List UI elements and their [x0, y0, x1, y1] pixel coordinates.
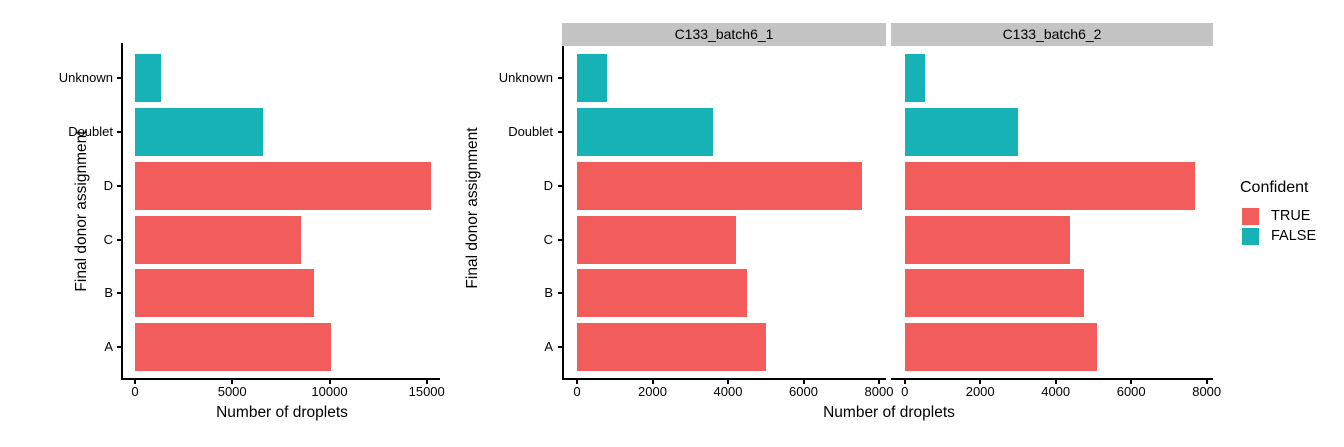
x-tick-mark [134, 380, 136, 384]
y-tick-label-b: B [104, 285, 113, 300]
y-tick-label-c: C [543, 231, 553, 247]
y-tick-mark [117, 292, 121, 294]
y-tick-mark [558, 238, 562, 241]
bar-d [135, 162, 431, 210]
bar-doublet [135, 108, 264, 156]
y-tick-label-a: A [544, 338, 553, 354]
bar-a [135, 322, 332, 371]
y-axis-title-combined: Final donor assignment [73, 130, 90, 292]
x-tick-label: 2000 [965, 384, 995, 399]
y-tick-mark [558, 345, 562, 348]
y-tick-label-d: D [543, 178, 553, 193]
bar-b [135, 269, 314, 317]
bar-d [904, 162, 1196, 210]
bar-doublet [577, 108, 713, 156]
x-axis-title-combined: Number of droplets [216, 404, 348, 421]
y-tick-mark [117, 185, 121, 187]
legend-title: Confident [1240, 179, 1309, 196]
x-tick-label: 6000 [789, 384, 818, 399]
legend-label-false: FALSE [1271, 228, 1317, 244]
x-tick-label: 10000 [311, 384, 348, 399]
y-tick-label-unknown: Unknown [498, 70, 553, 85]
y-axis-title-faceted: Final donor assignment [464, 127, 481, 289]
x-tick-mark [802, 380, 805, 384]
y-tick-mark [117, 131, 121, 133]
y-tick-mark [117, 77, 121, 79]
x-tick-label: 2000 [638, 384, 667, 399]
facet-strip-1: C133_batch6_1 [562, 23, 886, 46]
panel-facet-2 [891, 46, 1213, 378]
x-tick-mark [651, 380, 654, 384]
x-axis-line-facet2 [891, 378, 1213, 380]
x-tick-mark [903, 380, 906, 384]
y-tick-label-doublet: Doublet [508, 124, 553, 139]
x-tick-label: 8000 [1192, 384, 1222, 399]
y-tick-mark [558, 185, 562, 187]
legend-label-true: TRUE [1271, 208, 1311, 224]
bar-unknown [577, 54, 608, 102]
y-tick-mark [117, 238, 121, 241]
y-tick-label-doublet: Doublet [68, 124, 113, 139]
bar-c [135, 215, 302, 264]
x-tick-mark [1205, 380, 1208, 384]
x-tick-mark [1054, 380, 1057, 384]
x-tick-label: 15000 [408, 384, 445, 399]
bar-doublet [904, 108, 1018, 156]
y-tick-label-c: C [103, 231, 113, 247]
y-axis-line-facet1 [562, 46, 564, 380]
x-tick-label: 4000 [1041, 384, 1071, 399]
y-axis-line-combined [121, 43, 123, 380]
x-tick-mark [576, 380, 578, 384]
x-tick-label: 0 [901, 384, 909, 399]
x-tick-label: 0 [131, 384, 139, 399]
bar-d [577, 162, 862, 210]
bar-b [577, 269, 747, 317]
x-tick-label: 0 [573, 384, 581, 399]
x-tick-label: 8000 [864, 384, 894, 399]
panel-combined [121, 43, 440, 378]
x-tick-mark [425, 380, 428, 384]
x-tick-mark [979, 380, 982, 384]
x-tick-mark [328, 380, 331, 384]
bar-c [904, 215, 1070, 264]
x-tick-label: 6000 [1116, 384, 1146, 399]
y-tick-mark [558, 292, 562, 294]
bar-a [904, 322, 1098, 371]
x-tick-label: 4000 [713, 384, 743, 399]
x-tick-mark [878, 380, 880, 384]
panel-facet-1 [562, 46, 886, 378]
x-axis-title-faceted: Number of droplets [823, 404, 955, 421]
y-tick-mark [558, 77, 562, 79]
y-tick-label-d: D [103, 178, 113, 193]
legend-swatch-false [1242, 228, 1259, 245]
bar-b [904, 269, 1084, 317]
y-tick-mark [558, 131, 562, 133]
y-tick-label-unknown: Unknown [58, 70, 113, 85]
y-tick-label-a: A [104, 338, 113, 354]
y-tick-label-b: B [544, 285, 553, 300]
bar-a [577, 322, 766, 371]
bar-unknown [904, 54, 926, 102]
x-axis-line-combined [121, 378, 440, 380]
x-tick-mark [1130, 380, 1133, 384]
facet-strip-1-label: C133_batch6_1 [674, 26, 774, 42]
x-tick-label: 5000 [217, 384, 247, 399]
facet-strip-2-label: C133_batch6_2 [1002, 26, 1102, 42]
bar-c [577, 215, 736, 264]
legend-swatch-true [1242, 208, 1259, 225]
x-tick-mark [231, 380, 234, 384]
x-axis-line-facet1 [562, 378, 886, 380]
bar-unknown [135, 54, 162, 102]
facet-strip-2: C133_batch6_2 [891, 23, 1213, 46]
x-tick-mark [727, 380, 729, 384]
y-tick-mark [117, 345, 121, 348]
